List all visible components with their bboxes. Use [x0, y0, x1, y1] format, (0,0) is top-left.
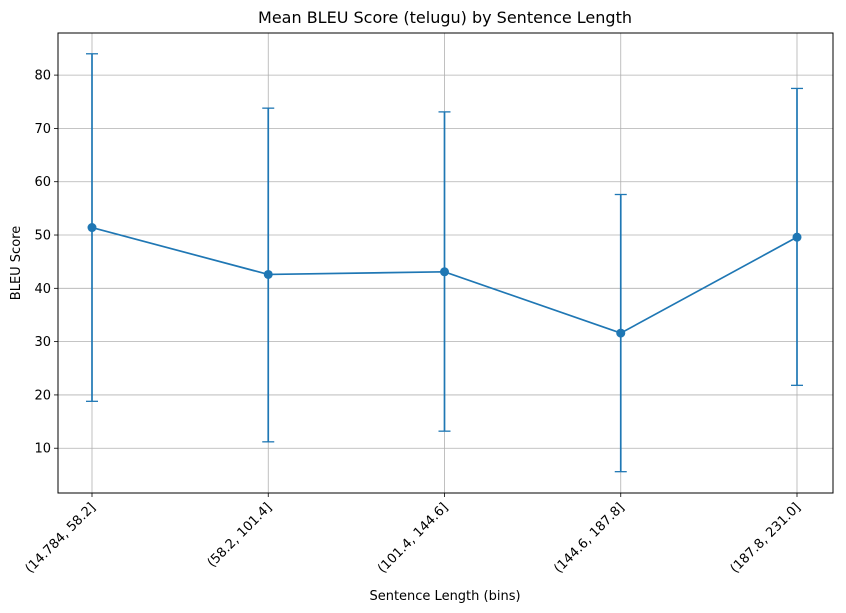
y-tick-label: 70: [34, 122, 51, 137]
data-point: [440, 267, 449, 277]
data-point: [87, 223, 97, 233]
y-tick-label: 10: [34, 442, 51, 457]
data-point: [616, 328, 626, 338]
y-axis-ticks: 10 20 30 40 50 60 70 80: [34, 69, 58, 457]
x-axis-label: Sentence Length (bins): [369, 589, 520, 604]
y-tick-label: 30: [34, 335, 51, 350]
y-tick-label: 80: [34, 69, 51, 84]
chart-title: Mean BLEU Score (telugu) by Sentence Len…: [258, 8, 632, 27]
y-tick-label: 40: [34, 282, 51, 297]
y-axis-label: BLEU Score: [9, 226, 24, 300]
y-tick-label: 60: [34, 175, 51, 190]
plot-frame: [57, 32, 834, 494]
data-point: [792, 232, 802, 242]
y-tick-label: 50: [34, 229, 51, 244]
data-point: [263, 269, 273, 279]
data-points: [87, 223, 802, 338]
y-tick-label: 20: [34, 388, 51, 403]
